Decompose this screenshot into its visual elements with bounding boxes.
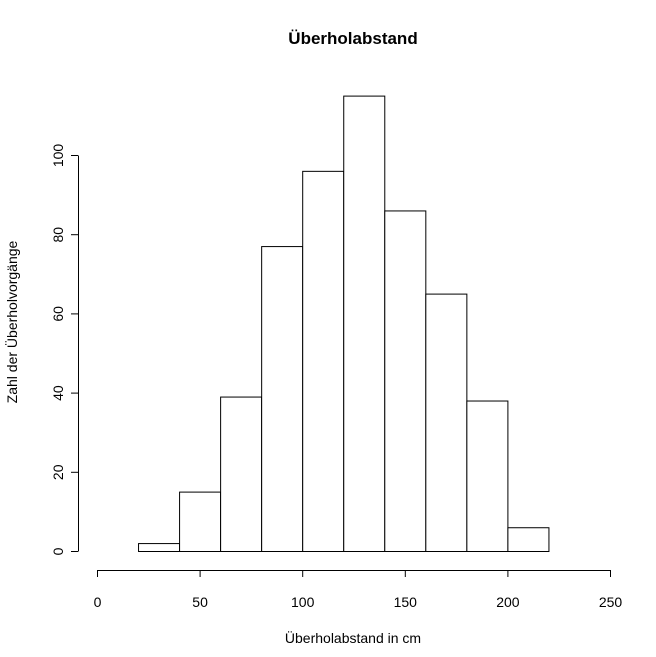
bars-group	[138, 95, 550, 553]
x-tick-label: 100	[291, 594, 315, 610]
y-tick-label: 80	[50, 227, 66, 243]
y-tick-label: 60	[50, 306, 66, 322]
histogram-bar	[138, 543, 181, 553]
histogram-bar	[220, 396, 263, 552]
x-tick-label: 200	[496, 594, 520, 610]
histogram-bar	[507, 527, 550, 552]
histogram-bar	[261, 246, 304, 553]
y-tick-label: 40	[50, 385, 66, 401]
y-tick-label: 0	[50, 547, 66, 555]
histogram-bar	[343, 95, 386, 552]
y-tick-label: 20	[50, 464, 66, 480]
histogram-bar	[179, 491, 222, 553]
histogram-bar	[302, 170, 345, 552]
x-tick-label: 250	[599, 594, 623, 610]
x-axis: 0 50 100 150 200 250	[94, 570, 623, 610]
x-tick-label: 0	[94, 594, 102, 610]
histogram-bar	[425, 293, 468, 552]
x-tick-label: 50	[192, 594, 208, 610]
x-tick-label: 150	[394, 594, 418, 610]
x-axis-label: Überholabstand in cm	[285, 629, 421, 646]
y-tick-label: 100	[50, 144, 66, 168]
y-axis-label: Zahl der Überholvorgänge	[3, 240, 20, 403]
chart-title: Überholabstand	[288, 29, 417, 48]
histogram-bar	[384, 210, 427, 552]
y-axis: 0 20 40 60 80 100	[50, 144, 79, 555]
histogram-bar	[466, 400, 509, 552]
